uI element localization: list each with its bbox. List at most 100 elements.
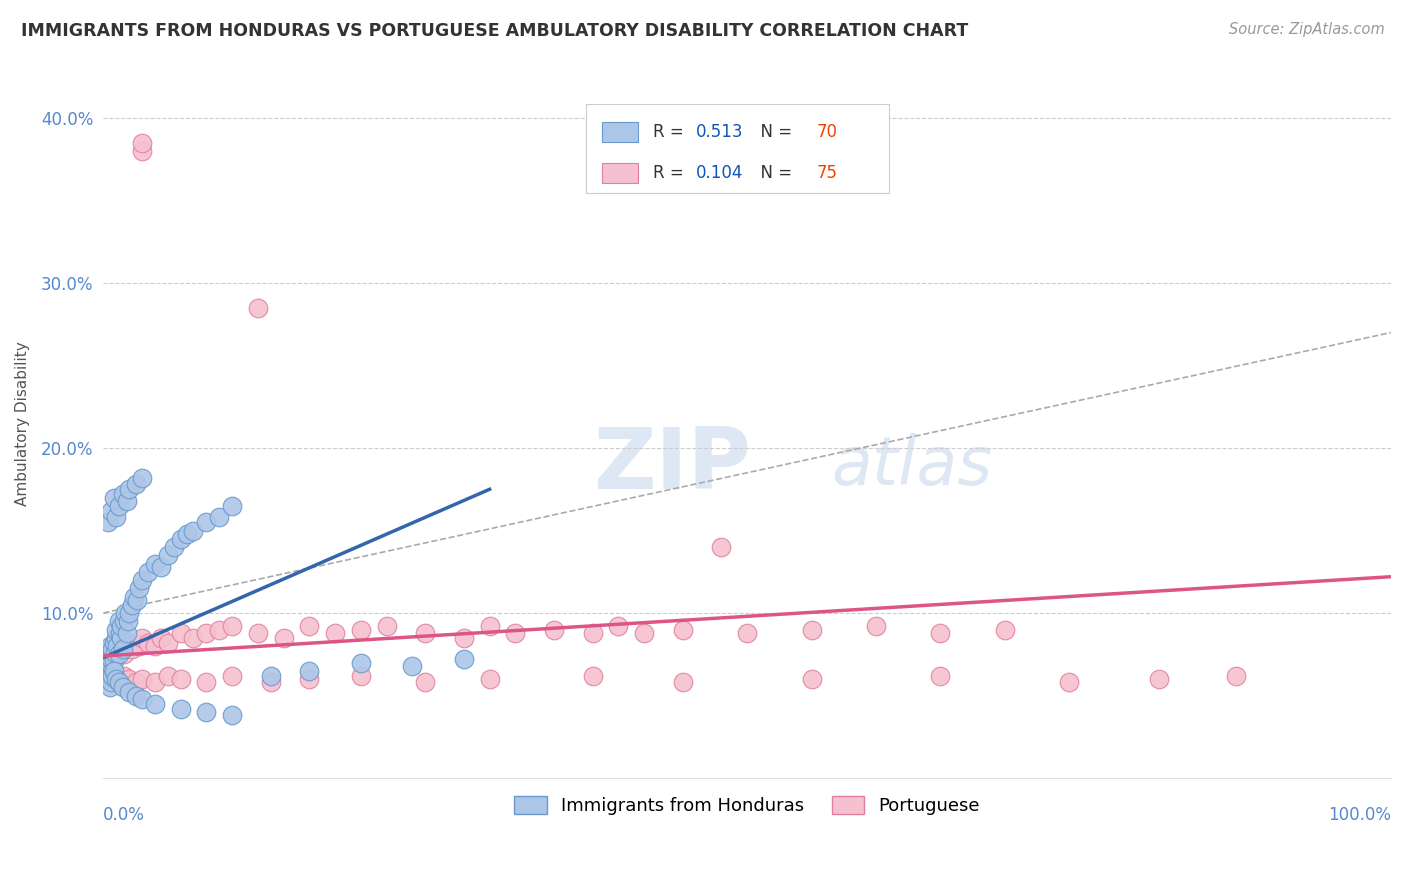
Point (103, 491, 125, 505)
Point (105, 510, 128, 524)
Point (298, 672, 321, 686)
Point (107, 499, 129, 513)
Point (156, 548, 179, 562)
Point (112, 614, 135, 628)
Point (582, 669, 605, 683)
Point (100, 652, 122, 666)
Point (453, 631, 475, 645)
Point (118, 482, 141, 496)
Text: 0.513: 0.513 (696, 123, 744, 141)
Point (176, 526, 198, 541)
Point (125, 592, 148, 607)
Point (98, 642, 121, 657)
Text: N =: N = (749, 123, 797, 141)
Text: 0.0%: 0.0% (103, 806, 145, 824)
Point (107, 675, 129, 690)
Point (98, 680, 121, 694)
Point (131, 471, 153, 485)
Point (108, 625, 131, 640)
Point (929, 625, 952, 640)
Point (298, 619, 321, 633)
Point (114, 606, 136, 620)
Point (111, 487, 134, 501)
Point (607, 619, 630, 633)
Point (105, 642, 128, 657)
Text: 100.0%: 100.0% (1329, 806, 1391, 824)
Point (110, 631, 132, 645)
Point (97, 672, 120, 686)
Point (800, 623, 823, 637)
Point (246, 301, 269, 315)
Point (169, 532, 191, 546)
Point (124, 636, 146, 650)
Point (865, 619, 887, 633)
Point (994, 623, 1017, 637)
Point (143, 639, 166, 653)
Point (111, 639, 134, 653)
Point (112, 647, 135, 661)
Text: N =: N = (749, 164, 797, 182)
Point (122, 590, 145, 604)
Point (633, 625, 655, 640)
Point (150, 631, 173, 645)
Point (478, 672, 501, 686)
Point (107, 647, 129, 661)
Point (298, 664, 321, 678)
Point (350, 656, 373, 670)
Text: IMMIGRANTS FROM HONDURAS VS PORTUGUESE AMBULATORY DISABILITY CORRELATION CHART: IMMIGRANTS FROM HONDURAS VS PORTUGUESE A… (21, 22, 969, 40)
Point (413, 675, 436, 690)
Point (221, 499, 243, 513)
Point (543, 623, 565, 637)
Point (124, 689, 146, 703)
Point (98, 658, 121, 673)
Point (260, 669, 283, 683)
Point (118, 606, 141, 620)
Point (183, 631, 205, 645)
Point (110, 642, 132, 657)
Point (710, 540, 733, 554)
Point (273, 631, 295, 645)
Point (118, 685, 141, 699)
Point (98, 669, 121, 683)
Point (131, 691, 153, 706)
Point (115, 636, 138, 650)
Point (169, 702, 191, 716)
Point (107, 614, 129, 628)
Point (1057, 675, 1080, 690)
Point (117, 614, 139, 628)
Point (115, 493, 138, 508)
Point (97, 647, 120, 661)
Point (183, 524, 205, 538)
Point (143, 697, 166, 711)
Text: 0.104: 0.104 (696, 164, 742, 182)
Point (672, 623, 695, 637)
Point (478, 619, 501, 633)
Point (100, 675, 122, 690)
Point (104, 647, 127, 661)
Point (105, 672, 128, 686)
Text: R =: R = (654, 123, 689, 141)
Point (169, 625, 191, 640)
Point (121, 598, 143, 612)
Point (401, 658, 423, 673)
Point (97, 515, 120, 529)
Point (208, 510, 231, 524)
Point (96, 656, 118, 670)
Point (104, 646, 127, 660)
Text: atlas: atlas (831, 433, 993, 499)
Point (103, 636, 125, 650)
Point (103, 672, 125, 686)
Text: Source: ZipAtlas.com: Source: ZipAtlas.com (1229, 22, 1385, 37)
Point (221, 708, 243, 723)
Point (107, 639, 129, 653)
Point (131, 573, 153, 587)
Point (131, 631, 153, 645)
Point (124, 477, 146, 491)
Point (101, 669, 124, 683)
Point (1225, 669, 1247, 683)
FancyBboxPatch shape (602, 163, 638, 183)
Point (103, 664, 125, 678)
Point (105, 623, 128, 637)
Point (169, 672, 191, 686)
Point (118, 639, 141, 653)
